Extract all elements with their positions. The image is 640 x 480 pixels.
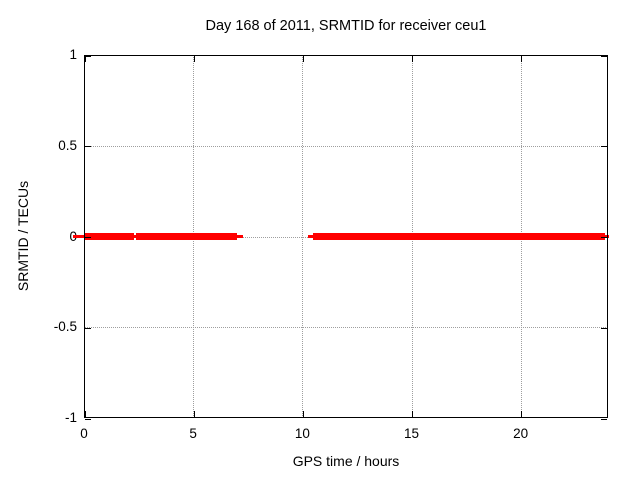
x-tick bbox=[412, 411, 413, 417]
x-tick-label: 20 bbox=[513, 426, 529, 441]
y-tick bbox=[85, 146, 91, 148]
y-tick-label: -1 bbox=[64, 410, 77, 425]
y-tick-mirror bbox=[601, 55, 607, 57]
x-tick bbox=[521, 411, 523, 417]
x-tick-mirror bbox=[193, 56, 195, 62]
y-tick-mirror bbox=[601, 418, 607, 420]
x-tick-label: 15 bbox=[403, 426, 420, 441]
y-tick-label: 1 bbox=[69, 47, 77, 62]
y-tick bbox=[85, 327, 91, 329]
y-tick-label: 0 bbox=[0, 228, 77, 246]
y-tick-label: -0.5 bbox=[53, 319, 77, 335]
y-tick bbox=[85, 418, 91, 420]
x-tick-mirror bbox=[302, 56, 304, 62]
x-tick bbox=[84, 411, 86, 417]
x-tick-label: 0 bbox=[80, 426, 88, 441]
y-axis-label: SRMTID / TECUs bbox=[15, 180, 31, 292]
x-tick-mirror bbox=[84, 56, 86, 62]
chart-title: Day 168 of 2011, SRMTID for receiver ceu… bbox=[205, 18, 487, 34]
y-tick bbox=[85, 55, 91, 57]
y-tick bbox=[85, 237, 91, 238]
x-tick-mirror bbox=[521, 56, 523, 62]
y-tick-label: 0.5 bbox=[58, 137, 77, 153]
data-segment-thick bbox=[313, 233, 605, 240]
x-tick-label: 5 bbox=[189, 426, 197, 441]
plot-border bbox=[84, 55, 608, 420]
x-tick-mirror bbox=[412, 56, 413, 62]
x-tick-label: 10 bbox=[294, 426, 310, 441]
data-segment-thick bbox=[84, 233, 134, 240]
y-tick-mirror bbox=[601, 146, 607, 148]
y-gridline bbox=[84, 145, 608, 147]
y-tick-mirror bbox=[601, 237, 607, 238]
x-tick bbox=[193, 411, 195, 417]
y-gridline bbox=[84, 327, 608, 329]
x-axis-label: GPS time / hours bbox=[292, 453, 400, 469]
y-tick-mirror bbox=[601, 327, 607, 329]
data-segment-thick bbox=[135, 233, 238, 240]
x-tick bbox=[302, 411, 304, 417]
